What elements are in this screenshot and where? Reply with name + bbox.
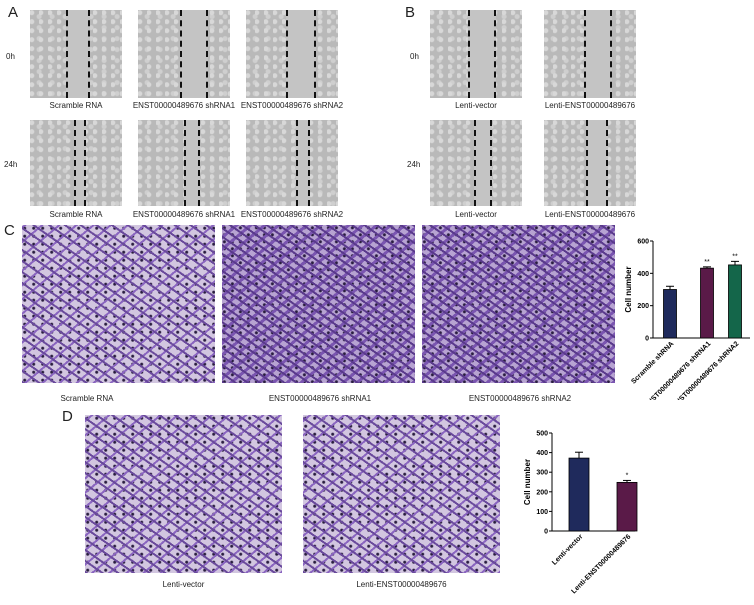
image-label: Scramble RNA bbox=[49, 101, 103, 110]
transwell-image bbox=[422, 225, 615, 383]
timepoint-0h-a: 0h bbox=[6, 52, 15, 61]
y-tick-label: 400 bbox=[637, 271, 649, 278]
panel-label-a: A bbox=[8, 4, 19, 21]
wound-image bbox=[246, 120, 338, 206]
y-tick-label: 100 bbox=[536, 509, 548, 516]
timepoint-24h-b: 24h bbox=[407, 160, 421, 169]
y-tick-label: 0 bbox=[645, 336, 649, 343]
wound-image bbox=[30, 10, 122, 98]
y-axis-label: Cell number bbox=[624, 266, 633, 312]
image-label: Lenti-vector bbox=[455, 210, 497, 219]
image-label: ENST00000489676 shRNA2 bbox=[240, 210, 344, 219]
panel-label-d: D bbox=[62, 408, 73, 425]
transwell-image bbox=[22, 225, 215, 383]
image-label: Lenti-ENST00000489676 bbox=[544, 101, 636, 110]
wound-image bbox=[544, 10, 636, 98]
y-tick-label: 0 bbox=[544, 529, 548, 536]
panel-label-c: C bbox=[4, 222, 15, 239]
wound-image bbox=[544, 120, 636, 206]
x-tick-label: Lenti-vector bbox=[551, 533, 584, 566]
timepoint-24h-a: 24h bbox=[4, 160, 18, 169]
wound-image bbox=[246, 10, 338, 98]
image-label: Lenti-vector bbox=[455, 101, 497, 110]
x-tick-label: ENST00000489676 shRNA1 bbox=[643, 340, 712, 400]
y-axis-label: Cell number bbox=[523, 459, 532, 505]
image-label: Lenti-ENST00000489676 bbox=[544, 210, 636, 219]
bar bbox=[663, 289, 677, 339]
timepoint-0h-b: 0h bbox=[410, 52, 419, 61]
significance-marker: * bbox=[626, 472, 629, 479]
image-label: Lenti-ENST00000489676 bbox=[356, 580, 447, 589]
y-tick-label: 600 bbox=[637, 239, 649, 246]
bar bbox=[700, 267, 714, 339]
significance-marker: ** bbox=[732, 253, 738, 260]
y-tick-label: 200 bbox=[536, 489, 548, 496]
image-label: ENST00000489676 shRNA2 bbox=[468, 394, 572, 403]
y-tick-label: 300 bbox=[536, 470, 548, 477]
wound-image bbox=[138, 120, 230, 206]
bar-chart-d: 0 100 200 300 400 500 Cell number Lenti-vector *… bbox=[523, 431, 638, 595]
y-tick-label: 200 bbox=[637, 303, 649, 310]
wound-image bbox=[430, 10, 522, 98]
image-label: Lenti-vector bbox=[162, 580, 205, 589]
significance-marker: ** bbox=[704, 259, 710, 266]
image-label: ENST00000489676 shRNA1 bbox=[268, 394, 372, 403]
wound-image bbox=[30, 120, 122, 206]
transwell-image bbox=[222, 225, 415, 383]
transwell-image bbox=[303, 415, 500, 573]
panel-label-b: B bbox=[405, 4, 416, 21]
wound-image bbox=[138, 10, 230, 98]
image-label: Scramble RNA bbox=[49, 210, 103, 219]
y-tick-label: 400 bbox=[536, 450, 548, 457]
wound-image bbox=[430, 120, 522, 206]
image-label: Scramble RNA bbox=[60, 394, 114, 403]
bar bbox=[568, 457, 590, 532]
image-label: ENST00000489676 shRNA1 bbox=[132, 101, 236, 110]
y-tick-label: 500 bbox=[536, 431, 548, 438]
image-label: ENST00000489676 shRNA1 bbox=[132, 210, 236, 219]
image-label: ENST00000489676 shRNA2 bbox=[240, 101, 344, 110]
transwell-image bbox=[85, 415, 282, 573]
bar bbox=[616, 481, 638, 532]
bar bbox=[728, 264, 742, 339]
